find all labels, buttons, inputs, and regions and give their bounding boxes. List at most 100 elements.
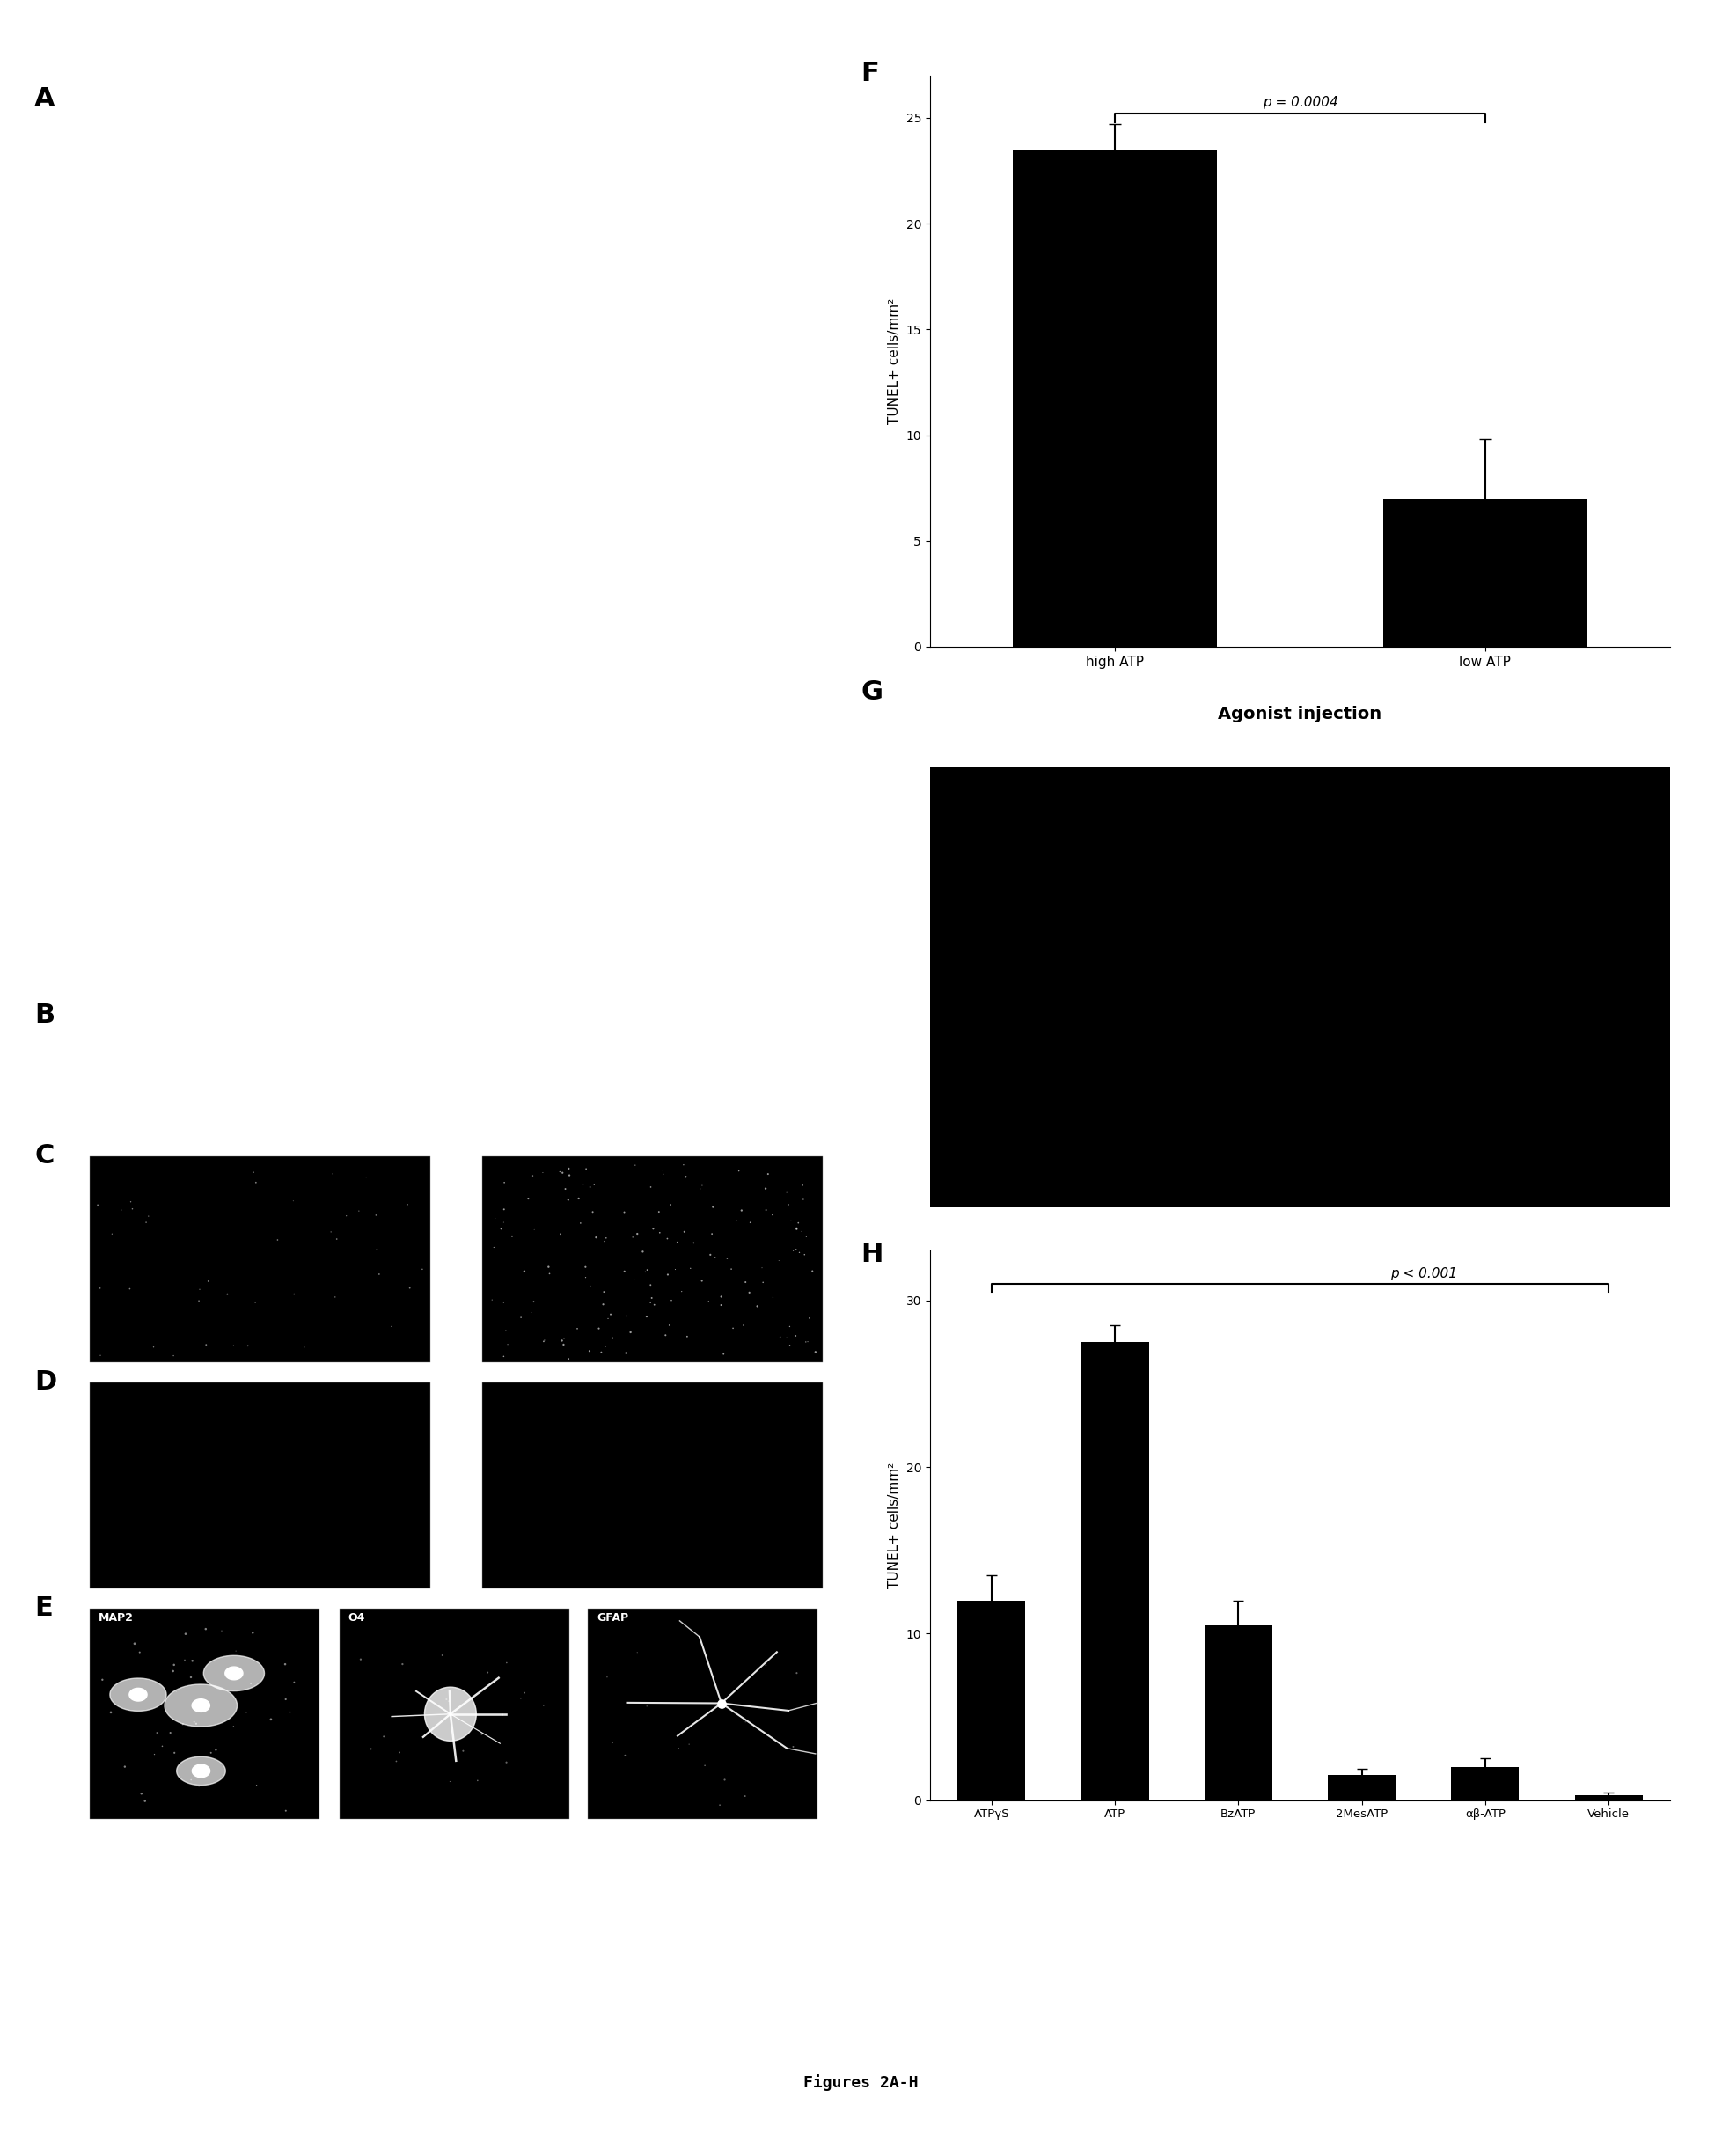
Point [499,709,527,744]
Point [529,440,556,474]
Point [332,724,360,759]
Point [756,897,784,931]
Point [530,455,558,489]
Point [548,1324,575,1358]
Point [646,1194,673,1229]
Point [319,1156,346,1190]
Point [461,384,489,418]
Point [517,442,544,476]
Point [346,552,374,586]
Point [611,821,639,856]
Point [522,395,549,429]
Point [487,677,515,711]
Point [501,502,529,537]
Point [520,513,548,548]
Point [766,436,794,470]
Text: A: A [34,86,55,112]
Point [618,1220,646,1255]
Point [305,201,332,235]
Point [492,752,520,787]
Point [472,817,499,852]
Point [491,552,518,586]
Point [685,476,713,511]
Point [451,865,479,899]
Point [522,254,549,289]
Point [613,338,641,373]
Point [523,556,551,591]
Point [661,1253,689,1287]
Point [272,505,300,539]
Point [511,763,539,798]
Point [348,427,375,461]
Point [554,442,582,476]
Point [625,142,653,177]
Point [527,528,554,563]
Point [649,1153,677,1188]
Point [513,688,541,722]
Point [778,724,806,759]
Point [501,274,529,308]
Point [503,522,530,556]
Point [709,412,737,446]
Point [360,319,387,354]
Text: F: F [861,60,880,86]
Point [761,461,789,496]
Point [291,651,319,686]
Point [539,308,567,343]
Bar [957,1600,1026,1800]
Bar [1574,1796,1643,1800]
Point [546,1216,573,1250]
Point [208,595,236,630]
Point [520,604,548,638]
Point [253,153,281,188]
Point [548,347,575,382]
Point [475,621,503,655]
Point [641,216,668,250]
Point [487,593,515,627]
Point [785,1205,813,1240]
Point [372,317,400,351]
Point [489,543,517,578]
Point [644,209,672,244]
Point [503,610,530,645]
Point [506,448,534,483]
Point [405,166,432,201]
Point [317,1214,344,1248]
Point [706,420,734,455]
Point [503,401,530,436]
Point [339,127,367,162]
Point [525,785,553,819]
Point [510,479,537,513]
Point [534,673,561,707]
Point [499,651,527,686]
Point [475,636,503,671]
Point [666,649,694,683]
Point [637,1285,665,1319]
Point [511,806,539,841]
Point [222,658,250,692]
Point [517,427,544,461]
Point [486,513,513,548]
Point [489,1339,517,1373]
Point [759,944,787,979]
Point [279,619,307,653]
Point [141,901,169,936]
Point [665,1731,692,1766]
Point [520,1212,548,1246]
Point [482,300,510,334]
Point [541,804,568,839]
Point [477,418,505,453]
Point [701,1240,728,1274]
Point [513,647,541,681]
Point [663,1225,691,1259]
Point [465,953,492,987]
Point [508,793,536,828]
Point [517,362,544,397]
Point [796,772,823,806]
Point [728,1192,756,1227]
Point [799,1255,827,1289]
Point [517,356,544,390]
Point [666,584,694,619]
Point [749,865,777,899]
Point [186,1272,214,1307]
